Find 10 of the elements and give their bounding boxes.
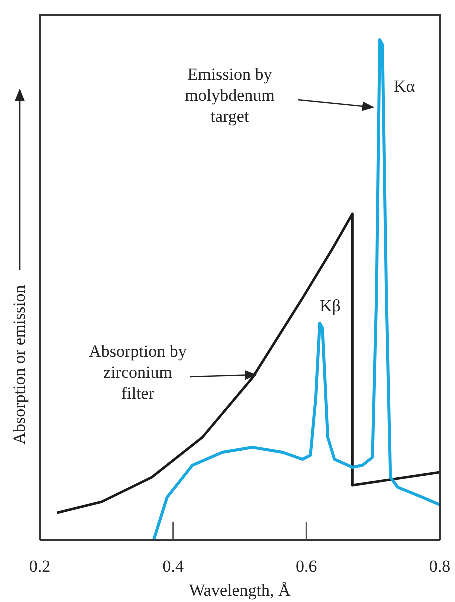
y-axis-title: Absorption or emission bbox=[10, 284, 29, 445]
x-tick-label: 0.8 bbox=[429, 557, 451, 576]
x-tick-label: 0.2 bbox=[29, 557, 51, 576]
annotation: Emission by molybdenum target bbox=[185, 65, 275, 126]
annotation: Kα bbox=[394, 77, 416, 96]
annotation: Kβ bbox=[320, 296, 341, 316]
annotation: Absorption by zirconium filter bbox=[89, 342, 188, 403]
x-axis-title: Wavelength, Å bbox=[189, 581, 292, 600]
x-tick-label: 0.6 bbox=[296, 557, 318, 576]
x-tick-label: 0.4 bbox=[162, 557, 184, 576]
